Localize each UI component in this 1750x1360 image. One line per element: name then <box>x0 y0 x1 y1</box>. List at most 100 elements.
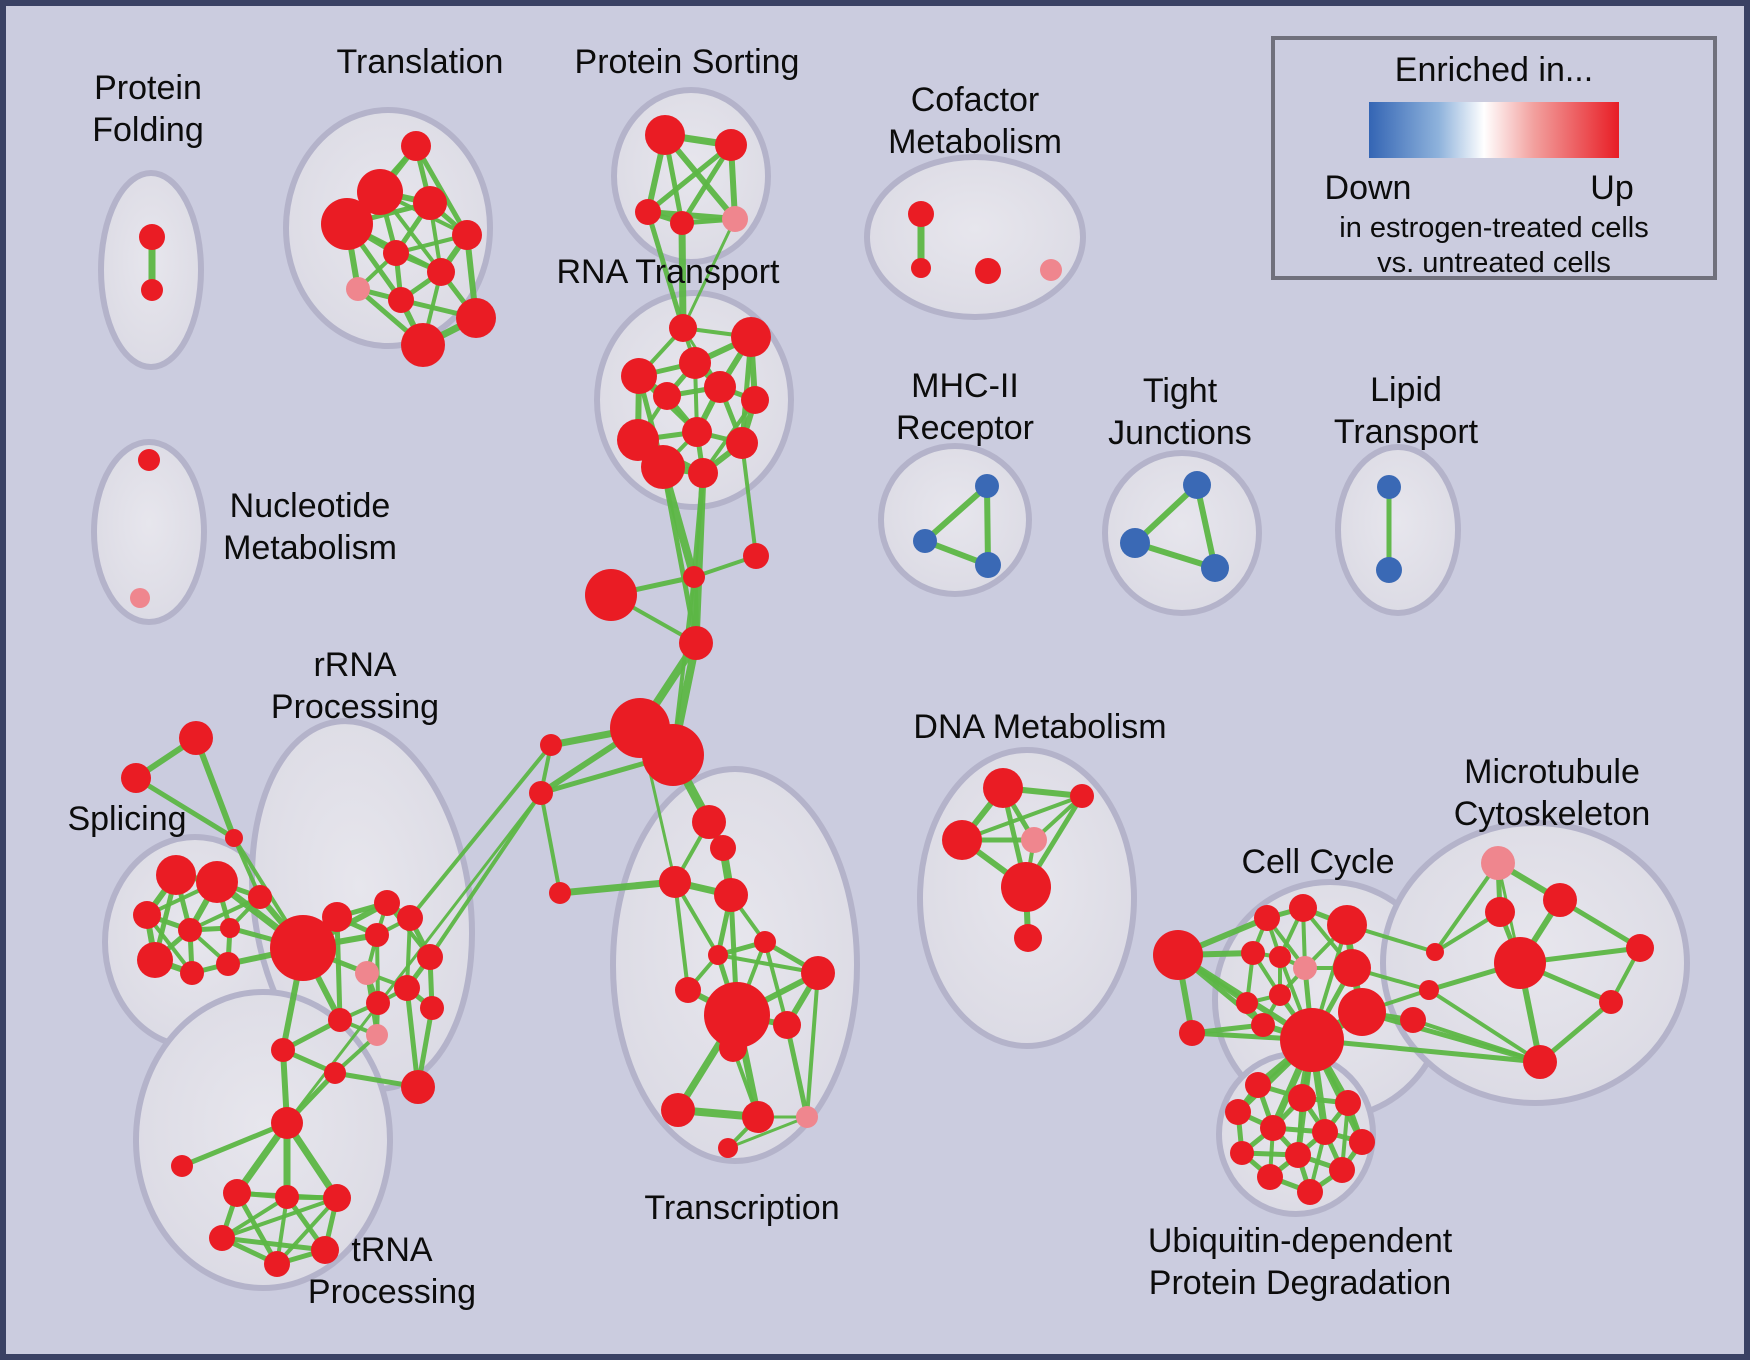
node-p14 <box>796 1106 818 1128</box>
node-p10 <box>773 1011 801 1039</box>
edge-s4-s6 <box>188 895 262 932</box>
node-tr2 <box>121 763 151 793</box>
cluster-label-transcription: Transcription <box>644 1189 839 1227</box>
edge-m8-c12 <box>1359 1009 1543 1065</box>
node-ps4 <box>670 211 694 235</box>
edge-rt10-hf <box>740 441 758 558</box>
node-lt2 <box>1376 557 1402 583</box>
node-m6 <box>1626 934 1654 962</box>
edge-p7-p14 <box>805 971 820 1119</box>
edge-tr1-tr3 <box>193 735 237 841</box>
node-c8 <box>1236 992 1258 1014</box>
node-u1 <box>223 1179 251 1207</box>
node-rt5 <box>653 382 681 410</box>
node-t2 <box>357 169 403 215</box>
edge-ps4-rt1 <box>678 219 687 332</box>
node-r14 <box>401 1070 435 1104</box>
node-s4 <box>178 918 202 942</box>
node-t4 <box>321 198 373 250</box>
node-tj3 <box>1201 554 1229 582</box>
node-s9 <box>216 952 240 976</box>
node-t10 <box>456 298 496 338</box>
node-n5 <box>1001 862 1051 912</box>
edge-tj1-tj3 <box>1194 482 1218 571</box>
legend-title: Enriched in... <box>1395 51 1593 89</box>
node-r12 <box>271 1038 295 1062</box>
edge-m8-c11 <box>1309 1037 1543 1065</box>
cluster-ellipse-cofactor-metabolism <box>864 154 1086 320</box>
legend-gradient-bar <box>1369 102 1619 158</box>
node-t9 <box>388 287 414 313</box>
cluster-label-translation: Translation <box>337 43 504 81</box>
edge-hb-r5 <box>428 791 543 959</box>
edge-p10-p14 <box>784 1022 810 1120</box>
node-p12 <box>661 1093 695 1127</box>
node-s7 <box>137 942 173 978</box>
node-hc2 <box>642 724 704 786</box>
node-b4 <box>1225 1099 1251 1125</box>
node-cf4 <box>1040 259 1062 281</box>
node-n4 <box>1021 827 1047 853</box>
node-r11 <box>366 1024 388 1046</box>
node-m8 <box>1523 1045 1557 1079</box>
cluster-label-trna-processing: tRNA Processing <box>308 1231 476 1311</box>
node-t8 <box>346 277 370 301</box>
node-p3 <box>659 866 691 898</box>
cluster-label-cell-cycle: Cell Cycle <box>1241 843 1394 881</box>
legend: Enriched in... Down Up in estrogen-treat… <box>1271 36 1717 280</box>
node-n3 <box>942 820 982 860</box>
cluster-label-rrna-processing: rRNA Processing <box>271 646 439 726</box>
node-u6 <box>264 1251 290 1277</box>
edge-ps2-ps3 <box>645 142 734 215</box>
node-ps3 <box>635 199 661 225</box>
node-ps1 <box>645 115 685 155</box>
node-m3 <box>1485 897 1515 927</box>
node-cl <box>1153 930 1203 980</box>
node-p7 <box>801 956 835 990</box>
node-n6 <box>1014 924 1042 952</box>
node-mh2 <box>913 529 937 553</box>
cluster-label-rna-transport: RNA Transport <box>557 253 781 291</box>
node-p6 <box>708 945 728 965</box>
node-nm1 <box>138 449 160 471</box>
node-hb <box>529 781 553 805</box>
cluster-label-splicing: Splicing <box>67 800 186 838</box>
node-x1 <box>549 882 571 904</box>
cluster-ellipse-mhc-ii-receptor <box>878 443 1032 597</box>
edge-p14-p15 <box>726 1115 809 1150</box>
node-b9 <box>1285 1142 1311 1168</box>
node-c10 <box>1251 1013 1275 1037</box>
node-t11 <box>401 323 445 367</box>
node-c1 <box>1254 905 1280 931</box>
node-t3 <box>413 186 447 220</box>
node-tr3 <box>225 829 243 847</box>
node-r6 <box>355 961 379 985</box>
node-hd <box>683 566 705 588</box>
node-c11 <box>1280 1008 1344 1072</box>
node-r2 <box>374 890 400 916</box>
node-ps5 <box>722 206 748 232</box>
node-c12 <box>1338 988 1386 1036</box>
node-p8 <box>675 977 701 1003</box>
node-p15 <box>718 1138 738 1158</box>
legend-up-label: Up <box>1590 169 1633 207</box>
cluster-label-microtubule-cytoskeleton: Microtubule Cytoskeleton <box>1454 753 1651 833</box>
node-rt3 <box>679 347 711 379</box>
node-cf3 <box>975 258 1001 284</box>
legend-caption-line2: vs. untreated cells <box>1377 247 1611 279</box>
node-rt8 <box>682 417 712 447</box>
node-tj2 <box>1120 528 1150 558</box>
node-b1 <box>1245 1072 1271 1098</box>
edge-x1-hb <box>539 791 562 895</box>
legend-down-label: Down <box>1325 169 1412 207</box>
node-b10 <box>1329 1157 1355 1183</box>
cluster-ellipse-lipid-transport <box>1335 444 1461 616</box>
node-c13 <box>1400 1007 1426 1033</box>
node-r13 <box>324 1062 346 1084</box>
cluster-label-mhc-ii-receptor: MHC-II Receptor <box>896 367 1034 447</box>
cluster-label-dna-metabolism: DNA Metabolism <box>913 708 1166 746</box>
node-rt7 <box>741 386 769 414</box>
network-nodes-layer <box>121 115 1654 1277</box>
edge-cn1-m1 <box>1433 861 1500 954</box>
